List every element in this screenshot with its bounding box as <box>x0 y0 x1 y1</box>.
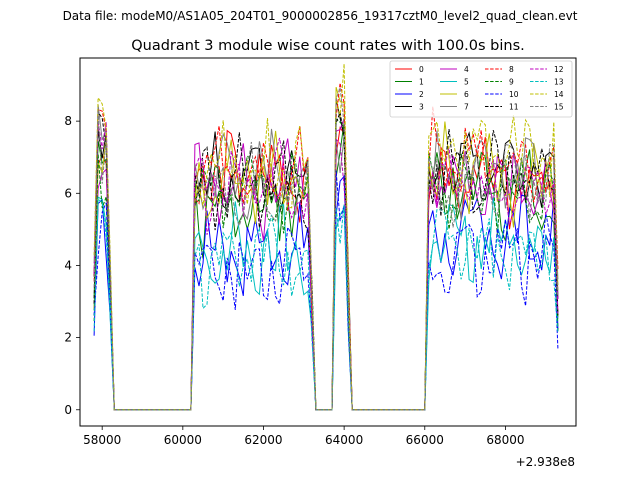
legend-label-1: 1 <box>419 78 424 87</box>
series-line-5 <box>93 196 559 411</box>
legend-label-8: 8 <box>509 65 514 74</box>
legend-label-0: 0 <box>419 65 424 74</box>
legend-label-14: 14 <box>554 90 564 99</box>
legend-label-12: 12 <box>554 65 564 74</box>
series-line-10 <box>93 170 559 411</box>
x-tick-label: 68000 <box>486 433 524 447</box>
chart-title: Quadrant 3 module wise count rates with … <box>131 38 525 54</box>
plot-lines <box>93 63 559 411</box>
x-tick-label: 66000 <box>406 433 444 447</box>
series-line-15 <box>93 87 559 411</box>
series-line-2 <box>93 174 559 411</box>
legend-label-11: 11 <box>509 103 519 112</box>
legend-label-7: 7 <box>464 103 469 112</box>
series-line-8 <box>93 83 559 411</box>
legend-label-9: 9 <box>509 78 514 87</box>
plot-frame <box>79 57 577 427</box>
legend-label-10: 10 <box>509 90 519 99</box>
legend-label-3: 3 <box>419 103 424 112</box>
legend-label-5: 5 <box>464 78 469 87</box>
y-tick-label: 6 <box>64 186 72 200</box>
legend-label-15: 15 <box>554 103 564 112</box>
y-tick-label: 4 <box>64 258 72 272</box>
legend-label-4: 4 <box>464 65 469 74</box>
series-line-11 <box>93 110 559 411</box>
x-tick-label: 62000 <box>244 433 282 447</box>
y-tick-label: 2 <box>64 331 72 345</box>
series-line-7 <box>93 104 559 411</box>
y-tick-label: 8 <box>64 114 72 128</box>
legend-label-13: 13 <box>554 78 564 87</box>
legend-label-6: 6 <box>464 90 469 99</box>
x-tick-label: 64000 <box>325 433 363 447</box>
x-offset-label: +2.938e8 <box>516 455 575 469</box>
figure-suptitle: Data file: modeM0/AS1A05_204T01_90000028… <box>63 9 578 23</box>
axes: 58000 60000 62000 64000 66000 68000 0 2 4 6 8 <box>64 57 577 447</box>
series-line-3 <box>93 98 559 411</box>
series-line-13 <box>93 198 559 411</box>
x-tick-label: 58000 <box>83 433 121 447</box>
legend-label-2: 2 <box>419 90 424 99</box>
x-tick-label: 60000 <box>164 433 202 447</box>
y-tick-label: 0 <box>64 403 72 417</box>
legend-box <box>389 60 573 118</box>
